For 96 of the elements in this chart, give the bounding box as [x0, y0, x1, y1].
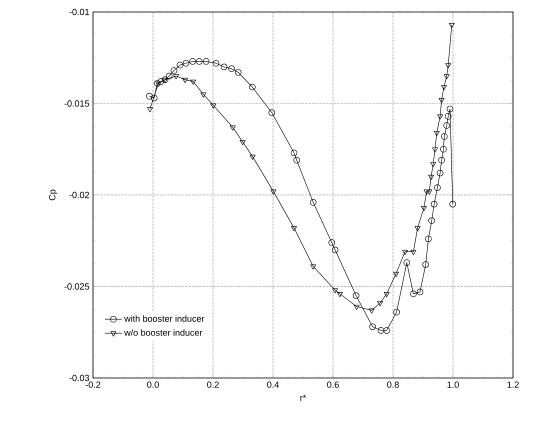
point — [337, 292, 343, 298]
x-tick-label: -0.2 — [86, 382, 100, 388]
point — [445, 63, 452, 68]
point — [440, 146, 447, 153]
point — [402, 250, 408, 256]
point — [383, 327, 390, 334]
point — [393, 272, 399, 277]
legend-label: with booster inducer — [124, 315, 204, 322]
point — [170, 67, 178, 74]
point — [378, 327, 384, 334]
point — [228, 65, 235, 72]
x-tick-label: 0.0 — [147, 382, 159, 388]
y-tick-label: -0.02 — [69, 192, 90, 198]
y-tick-label: -0.01 — [69, 8, 90, 16]
point — [414, 226, 420, 232]
point — [146, 92, 153, 100]
point — [410, 250, 416, 256]
x-tick-label: 0.8 — [387, 382, 399, 388]
point — [156, 82, 162, 87]
point — [270, 190, 276, 195]
point — [438, 156, 445, 164]
point — [182, 60, 190, 67]
point — [428, 217, 435, 224]
x-tick-label: 0.6 — [327, 382, 339, 388]
point — [293, 156, 300, 164]
point — [441, 85, 447, 90]
point — [377, 301, 383, 306]
legend-label: w/o booster inducer — [124, 329, 202, 336]
point — [438, 98, 444, 104]
point — [384, 292, 390, 298]
point — [189, 58, 196, 65]
point — [354, 304, 360, 310]
point — [328, 239, 336, 246]
point — [332, 288, 338, 294]
x-tick-label: 1.0 — [447, 382, 459, 388]
point — [444, 113, 452, 120]
point — [310, 199, 316, 206]
point — [424, 190, 430, 195]
point — [310, 264, 316, 270]
point — [426, 190, 432, 195]
point — [421, 206, 427, 212]
point — [434, 130, 440, 136]
y-tick-label: -0.015 — [64, 100, 90, 107]
point — [436, 170, 444, 176]
point — [422, 261, 429, 268]
point — [404, 259, 410, 266]
x-tick-label: 1.2 — [507, 382, 519, 388]
point — [154, 80, 160, 87]
point — [158, 78, 164, 85]
point — [425, 236, 432, 242]
point — [430, 162, 436, 168]
point — [444, 74, 450, 80]
point — [437, 114, 443, 120]
point — [150, 94, 158, 102]
point — [290, 150, 298, 156]
point — [352, 292, 360, 299]
point — [332, 246, 338, 254]
point — [240, 140, 246, 146]
point — [410, 290, 417, 298]
point — [448, 23, 455, 28]
x-axis-title: r* — [300, 394, 306, 401]
point — [182, 78, 188, 83]
point — [176, 62, 184, 68]
point — [173, 74, 179, 80]
point — [249, 84, 256, 90]
y-axis-title: Cp — [49, 190, 58, 200]
point — [291, 226, 297, 232]
y-tick-label: -0.03 — [69, 374, 90, 382]
point — [393, 308, 400, 316]
point — [234, 69, 242, 76]
point — [220, 64, 228, 70]
point — [416, 288, 424, 296]
point — [147, 107, 153, 112]
point — [428, 174, 434, 180]
point — [212, 60, 220, 67]
point — [196, 58, 202, 65]
point — [166, 72, 172, 80]
point — [430, 200, 438, 208]
point — [190, 80, 196, 85]
point — [369, 323, 376, 330]
point — [200, 92, 206, 98]
point — [210, 104, 216, 109]
y-tick-label: -0.025 — [64, 283, 90, 290]
point — [268, 109, 276, 116]
x-tick-label: 0.2 — [207, 382, 219, 388]
point — [449, 200, 456, 208]
point — [446, 106, 454, 112]
point — [443, 122, 450, 129]
point — [368, 308, 375, 314]
point — [202, 58, 210, 65]
point — [441, 133, 448, 140]
point — [230, 125, 236, 131]
x-tick-label: 0.4 — [267, 382, 279, 388]
point — [250, 154, 256, 160]
point — [434, 184, 441, 191]
point — [432, 147, 438, 153]
